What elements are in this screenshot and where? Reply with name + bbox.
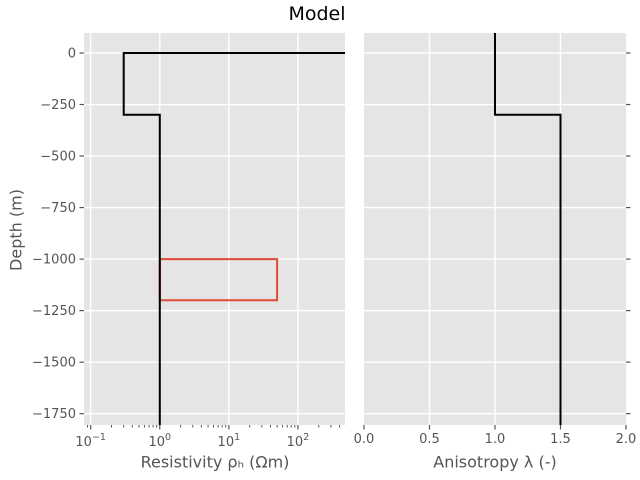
- y-tick-label: −1000: [32, 253, 76, 268]
- x-tick-label: 100: [148, 432, 171, 450]
- y-tick-label: −750: [40, 201, 76, 216]
- y-tick-label: −1750: [32, 407, 76, 422]
- x-tick-label: 0.0: [354, 432, 375, 447]
- resistivity-panel: 10−1 100 101 102 0 −250 −500 −750 −1000 −1250 −150…: [32, 33, 345, 450]
- y-axis-label: Depth (m): [6, 189, 26, 271]
- x-tick-label: 10−1: [75, 432, 106, 450]
- anisotropy-axis-label: Anisotropy λ (-): [433, 452, 557, 472]
- anisotropy-profile: [494, 33, 562, 425]
- resistivity-profile: [122, 52, 345, 425]
- figure-title: Model: [288, 3, 346, 25]
- x-tick-label: 0.5: [419, 432, 440, 447]
- x-tick-label: 101: [218, 432, 241, 450]
- y-tick-label: −1500: [32, 356, 76, 371]
- x-tick-label: 2.0: [616, 432, 637, 447]
- y-tick-label: −1250: [32, 304, 76, 319]
- y-tick-label: 0: [68, 46, 76, 61]
- x-tick-label: 1.5: [550, 432, 571, 447]
- anisotropy-panel: 0.0 0.5 1.0 1.5 2.0: [354, 33, 637, 447]
- resistivity-axis-label: Resistivity ρₕ (Ωm): [140, 452, 290, 472]
- y-tick-label: −500: [40, 150, 76, 165]
- plot-background: [84, 33, 345, 425]
- x-tick-label: 102: [287, 432, 310, 450]
- x-tick-label: 1.0: [485, 432, 506, 447]
- y-tick-label: −250: [40, 98, 76, 113]
